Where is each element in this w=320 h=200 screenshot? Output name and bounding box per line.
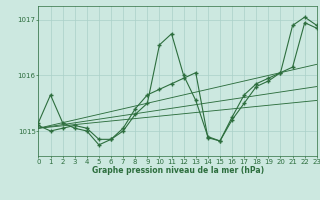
X-axis label: Graphe pression niveau de la mer (hPa): Graphe pression niveau de la mer (hPa) (92, 166, 264, 175)
